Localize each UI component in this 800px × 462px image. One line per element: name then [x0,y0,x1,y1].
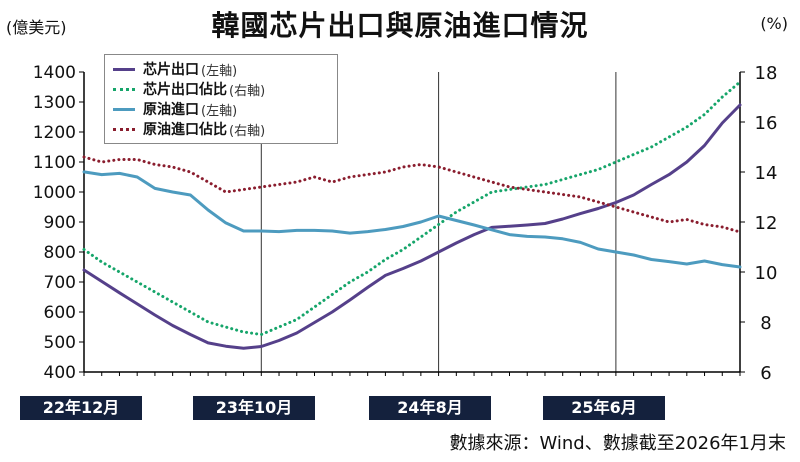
right-axis-unit: (%) [760,14,788,33]
left-axis-tick-label: 900 [44,213,76,233]
right-axis-tick-label: 18 [755,63,778,84]
left-axis-tick-label: 600 [44,303,76,323]
legend-swatch-oil-import [113,107,135,111]
right-axis-tick-label: 10 [755,263,778,284]
legend-item-oil-share: 原油進口佔比 (右軸) [113,119,329,139]
legend-axis: (右軸) [229,83,266,99]
legend-swatch-oil-share [113,127,135,131]
legend-item-chip-share: 芯片出口佔比 (右軸) [113,79,329,99]
legend: 芯片出口 (左軸) 芯片出口佔比 (右軸) 原油進口 (左軸) 原油進口佔比 (… [104,54,338,144]
legend-axis: (左軸) [201,63,238,79]
left-axis-tick-label: 1000 [33,183,76,203]
right-axis-tick-label: 12 [755,213,778,234]
right-axis-tick-label: 6 [760,363,771,384]
left-axis-tick-label: 1100 [33,153,76,173]
series-line-oil-import [82,170,742,269]
source-note: 數據來源：Wind、數據截至2026年1月末 [449,433,787,454]
x-tick-label: 25年6月 [543,396,665,420]
x-tick-label: 24年8月 [369,396,491,420]
legend-swatch-chip-share [113,87,135,91]
x-tick-label: 23年10月 [193,396,315,420]
right-axis-tick-label: 8 [760,313,771,334]
series-line-chip-share [82,80,742,336]
right-axis-tick-label: 16 [755,113,778,134]
legend-item-chip-export: 芯片出口 (左軸) [113,59,329,79]
left-axis-tick-label: 400 [44,363,76,383]
left-axis-tick-label: 800 [44,243,76,263]
left-axis-unit: (億美元) [6,18,67,37]
left-axis-tick-label: 500 [44,333,76,353]
legend-name: 芯片出口佔比 [143,82,227,98]
legend-name: 原油進口 [143,102,199,118]
legend-swatch-chip-export [113,67,135,71]
legend-axis: (左軸) [201,103,238,119]
right-axis-tick-label: 14 [755,163,778,184]
legend-name: 原油進口佔比 [143,122,227,138]
left-axis-tick-label: 1400 [33,63,76,83]
legend-name: 芯片出口 [143,62,199,78]
series-line-chip-export [82,103,742,350]
left-axis-tick-label: 1200 [33,123,76,143]
legend-item-oil-import: 原油進口 (左軸) [113,99,329,119]
left-axis-tick-label: 1300 [33,93,76,113]
legend-axis: (右軸) [229,123,266,139]
series-line-oil-share [82,155,742,234]
chart-title: 韓國芯片出口與原油進口情況 [211,9,589,42]
left-axis-tick-label: 700 [44,273,76,293]
x-tick-label: 22年12月 [20,396,142,420]
